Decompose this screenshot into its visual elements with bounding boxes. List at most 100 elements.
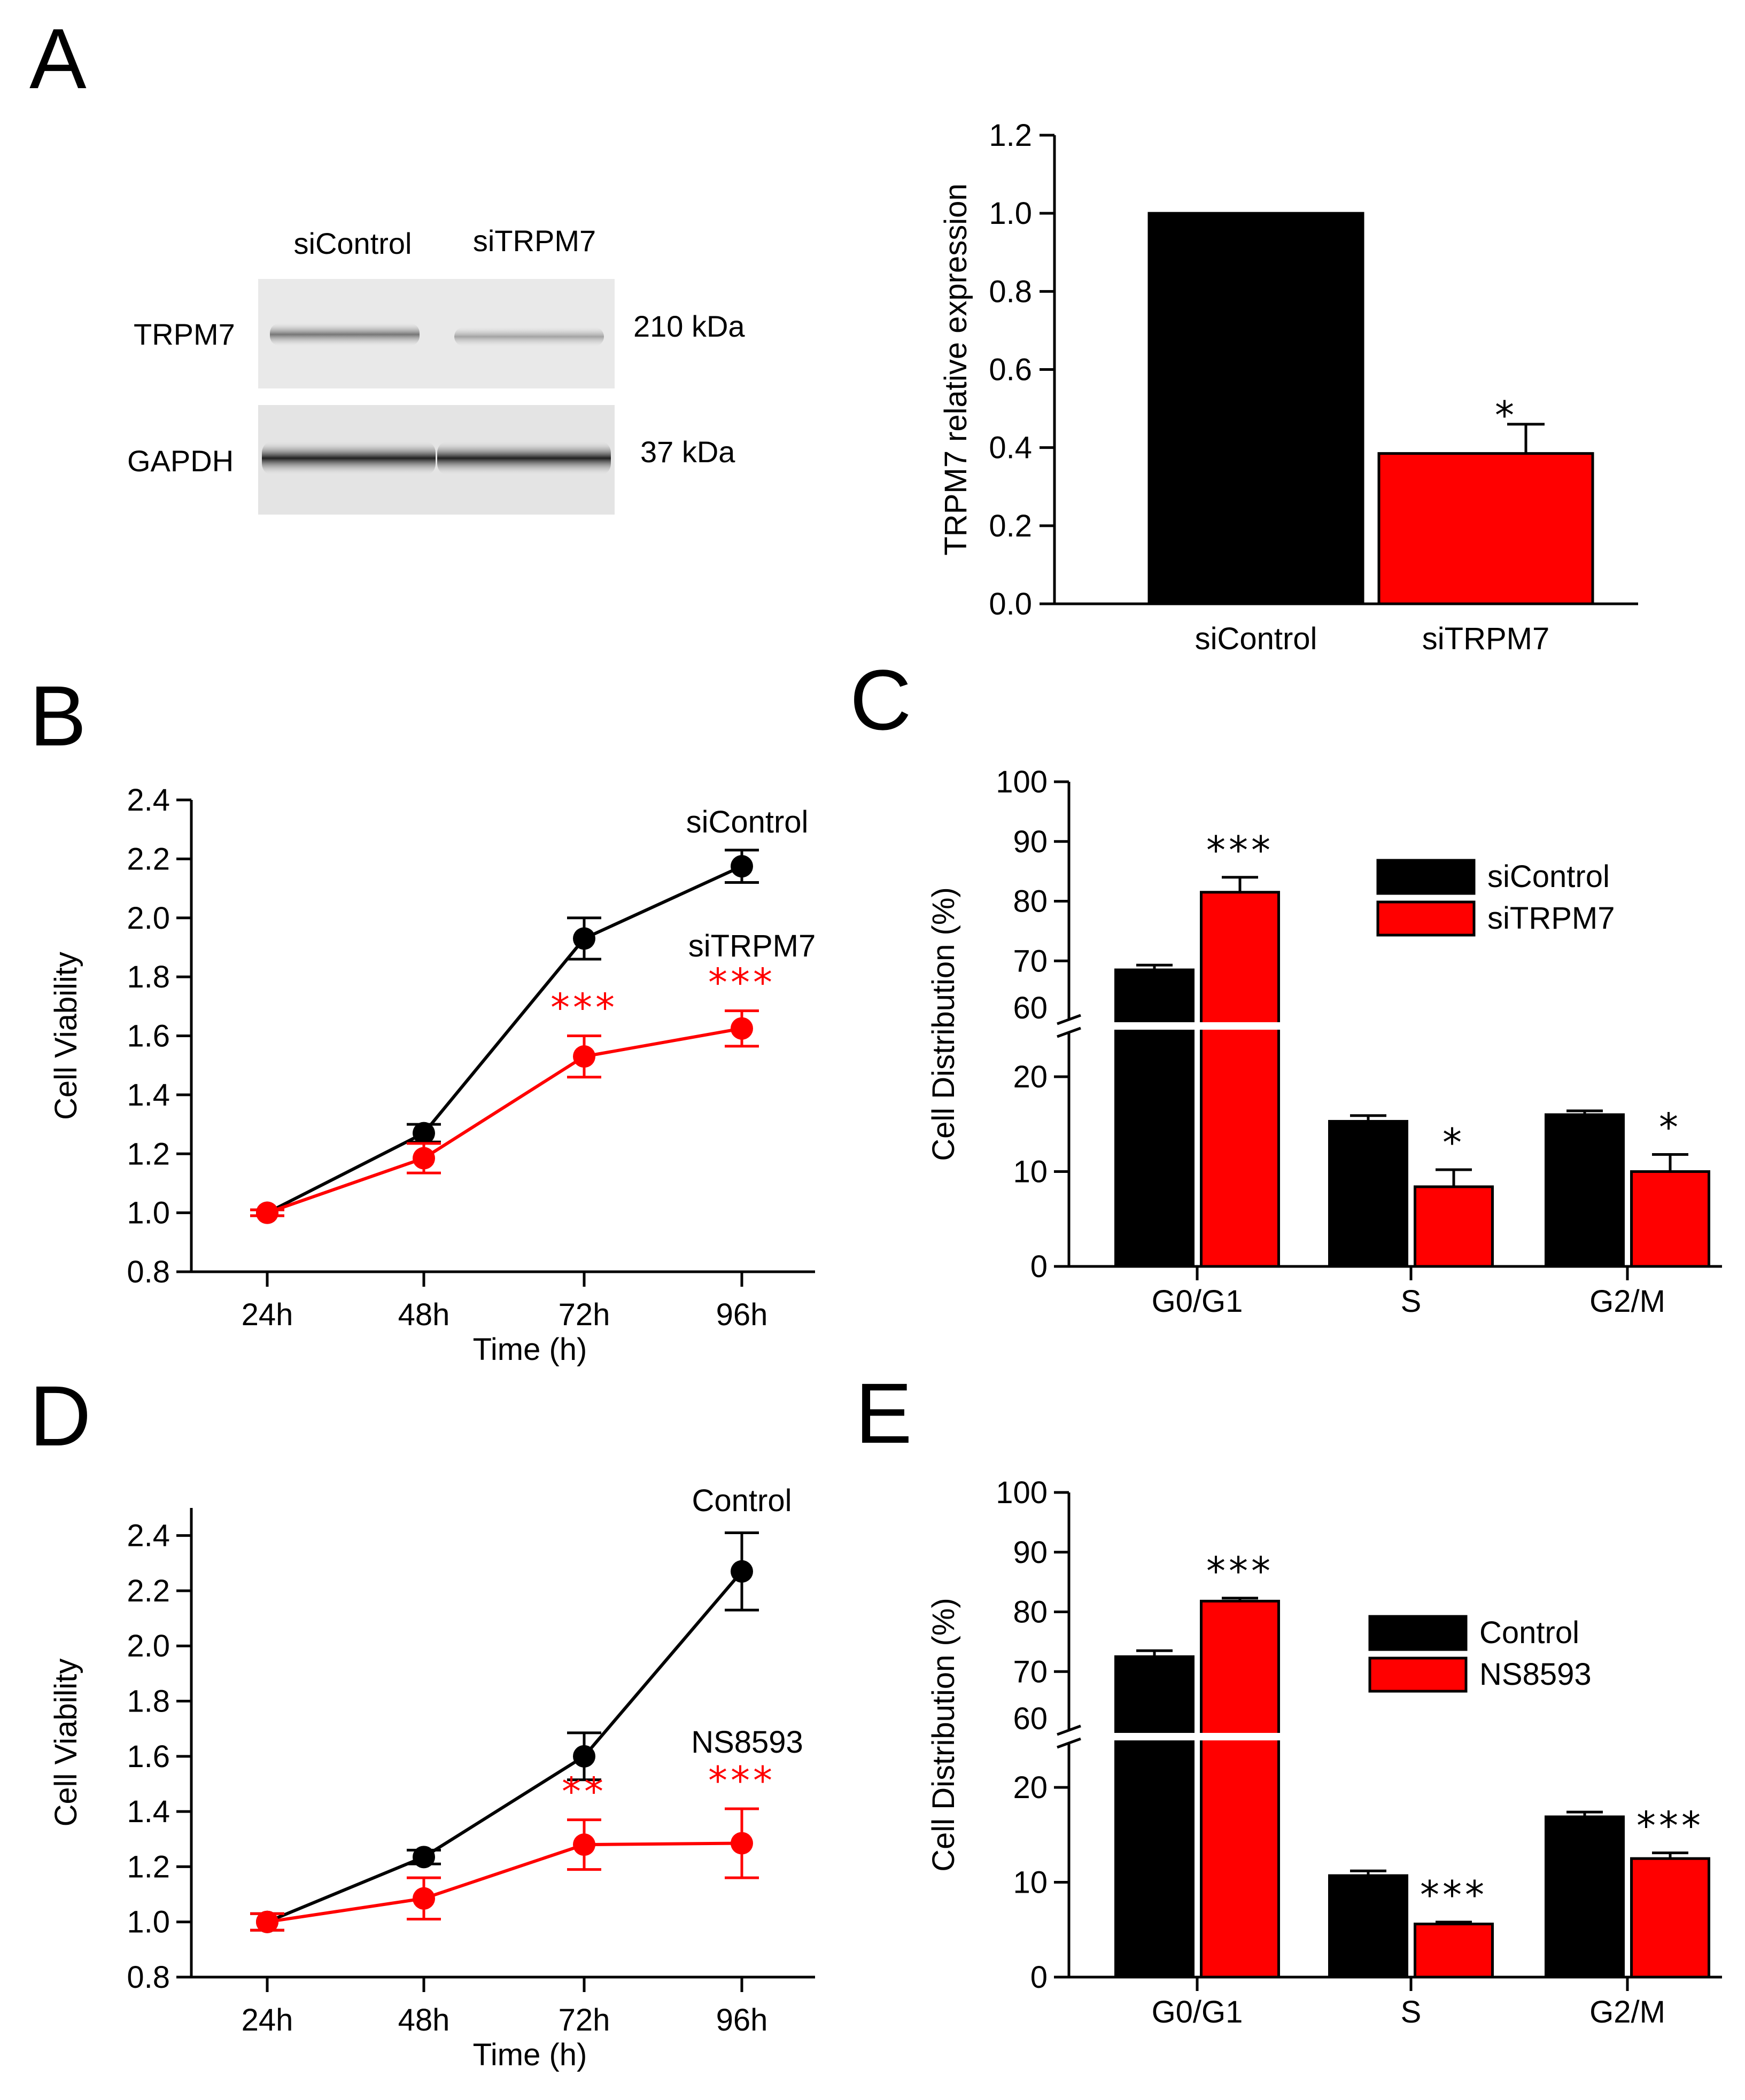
y-tick-label: 1.0 [127, 1905, 170, 1940]
blot-band-trpm7-lane1 [270, 323, 420, 346]
legend-swatch [1376, 900, 1476, 937]
y-tick-label: 0.4 [989, 431, 1032, 465]
y-axis-label: Cell Viability [49, 1659, 83, 1827]
significance-marker: * [1495, 393, 1514, 438]
significance-marker: *** [708, 1758, 775, 1803]
x-tick-label: 48h [398, 1297, 450, 1332]
y-tick-label: 0.6 [989, 353, 1032, 387]
x-tick-label: G0/G1 [1152, 1284, 1243, 1319]
data-point [256, 1910, 278, 1933]
y-axis-label: Cell Distribution (%) [926, 887, 961, 1161]
data-point [573, 1833, 595, 1856]
y-tick-label: 80 [1013, 884, 1048, 919]
x-tick-label: 48h [398, 2003, 450, 2037]
x-tick-label: 72h [559, 1297, 610, 1332]
bar [1630, 1170, 1710, 1268]
x-tick-label: S [1401, 1284, 1422, 1319]
y-tick-label: 1.0 [127, 1196, 170, 1231]
x-tick-label: S [1401, 1995, 1422, 2029]
x-tick-label: G0/G1 [1152, 1995, 1243, 2029]
data-point [731, 1560, 753, 1583]
y-tick-label: 10 [1013, 1865, 1048, 1900]
y-tick-label: 80 [1013, 1595, 1048, 1630]
blot-protein-label-gapdh: GAPDH [127, 444, 234, 478]
significance-marker: *** [1637, 1803, 1704, 1848]
bar [1414, 1923, 1494, 1979]
data-point [573, 1045, 595, 1068]
data-point [413, 1887, 435, 1910]
data-point [731, 1017, 753, 1040]
series-label: siTRPM7 [688, 929, 816, 963]
y-tick-label: 100 [996, 765, 1048, 799]
data-point [256, 1201, 278, 1224]
y-tick-label: 1.6 [127, 1019, 170, 1054]
significance-marker: *** [1206, 1549, 1274, 1593]
y-axis-label: TRPM7 relative expression [939, 183, 973, 555]
legend-swatch [1368, 1615, 1468, 1651]
axis-break-mark [1057, 1737, 1081, 1749]
panel-letter-a: A [29, 11, 87, 106]
y-tick-label: 1.2 [127, 1849, 170, 1884]
data-point [413, 1147, 435, 1170]
legend-label: siTRPM7 [1487, 901, 1615, 936]
y-tick-label: 10 [1013, 1155, 1048, 1189]
series-label: Control [692, 1483, 792, 1518]
x-axis-label: Time (h) [473, 1332, 587, 1367]
data-point [573, 927, 595, 950]
y-tick-label: 0.2 [989, 509, 1032, 543]
x-tick-label: 24h [242, 1297, 293, 1332]
legend-label: Control [1479, 1615, 1579, 1650]
series-line [267, 1026, 742, 1215]
x-tick-label: G2/M [1589, 1995, 1665, 2029]
chart-c-cell-cycle-sirna: 0 10 20 60 70 80 90 100 Cell Distribution (%) G0/… [926, 765, 1722, 1319]
y-tick-label: 1.4 [127, 1794, 170, 1829]
y-tick-label: 0 [1030, 1960, 1048, 1995]
legend-swatch [1368, 1656, 1468, 1693]
blot-band-gapdh-lane2 [437, 441, 611, 476]
chart-a-trpm7-expression: 0.0 0.2 0.4 0.6 0.8 1.0 1.2 TRPM7 relative expr… [939, 118, 1638, 656]
bar [1545, 1113, 1625, 1268]
blot-lane-label-2: siTRPM7 [473, 224, 596, 258]
y-axis-label: Cell Viability [49, 952, 83, 1120]
bar [1328, 1119, 1408, 1268]
series-line [266, 865, 743, 1215]
y-tick-label: 0.8 [989, 274, 1032, 309]
data-point [573, 1745, 595, 1768]
panel-letter-c: C [850, 652, 912, 748]
x-tick-label: 72h [559, 2003, 610, 2037]
y-tick-label: 1.8 [127, 960, 170, 994]
significance-marker: * [1442, 1120, 1465, 1165]
y-tick-label: 1.2 [989, 118, 1032, 153]
panel-letter-e: E [855, 1365, 912, 1461]
y-tick-label: 70 [1013, 944, 1048, 978]
y-tick-label: 0.0 [989, 587, 1032, 621]
axis-break-mark [1057, 1026, 1081, 1038]
blot-protein-label-trpm7: TRPM7 [134, 317, 235, 351]
bar [1147, 212, 1364, 605]
bar [1630, 1857, 1710, 1979]
x-tick-label: G2/M [1589, 1284, 1665, 1319]
series-line [266, 1570, 743, 1924]
y-tick-label: 2.0 [127, 1629, 170, 1663]
bar [1377, 452, 1594, 605]
bar-break-gap [1112, 1733, 1197, 1740]
data-point [731, 855, 753, 878]
bar-break-gap [1198, 1733, 1282, 1740]
x-axis-label: Time (h) [473, 2037, 587, 2072]
axis-break-mark [1057, 1724, 1081, 1736]
x-tick-label: siControl [1195, 621, 1317, 656]
y-tick-label: 1.0 [989, 196, 1032, 231]
y-tick-label: 90 [1013, 825, 1048, 859]
data-point [413, 1122, 435, 1145]
bar [1328, 1874, 1408, 1979]
panel-letter-b: B [29, 668, 87, 764]
y-tick-label: 2.0 [127, 901, 170, 936]
y-tick-label: 20 [1013, 1060, 1048, 1094]
bar-break-gap [1198, 1022, 1282, 1030]
y-tick-label: 2.2 [127, 1574, 170, 1608]
x-tick-label: siTRPM7 [1422, 621, 1549, 656]
blot-band-trpm7-lane2 [454, 327, 604, 346]
panel-letter-d: D [29, 1368, 91, 1464]
legend-label: NS8593 [1479, 1657, 1592, 1692]
